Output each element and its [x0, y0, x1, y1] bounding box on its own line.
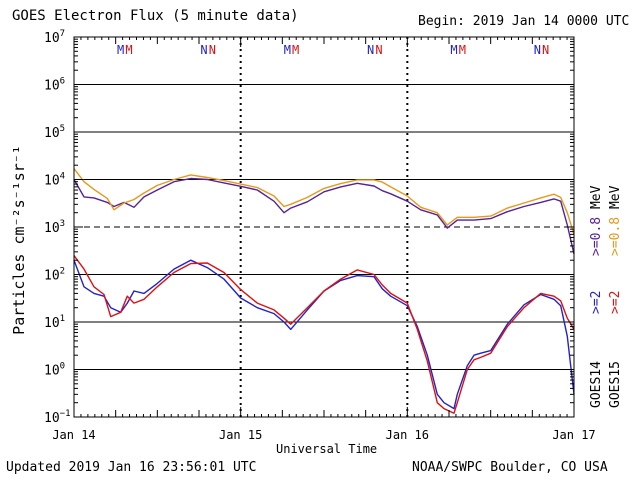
event-marker-n: N	[542, 43, 549, 57]
legend-goes15-2mev: >=2	[608, 291, 623, 314]
event-marker-m: M	[284, 43, 291, 57]
chart-title: GOES Electron Flux (5 minute data)	[12, 8, 299, 24]
y-axis-label: Particles cm⁻²s⁻¹sr⁻¹	[10, 145, 28, 335]
source-credit: NOAA/SWPC Boulder, CO USA	[412, 460, 608, 475]
series-goes14-0p8mev-line	[73, 177, 575, 255]
event-marker-m: M	[450, 43, 457, 57]
x-tick-label: Jan 14	[52, 428, 95, 442]
x-tick-label: Jan 17	[552, 428, 595, 442]
event-marker-m: M	[459, 43, 466, 57]
event-marker-m: M	[117, 43, 124, 57]
event-marker-n: N	[534, 43, 541, 57]
legend-goes14-0p8mev: >=0.8 MeV	[589, 185, 604, 256]
event-marker-m: M	[292, 43, 299, 57]
legend-goes14: GOES14	[589, 361, 604, 408]
legend-goes14-2mev: >=2	[589, 291, 604, 314]
event-marker-n: N	[200, 43, 207, 57]
legend-goes15-0p8mev: >=0.8 MeV	[608, 185, 623, 256]
y-tick-label: 10−1	[44, 409, 71, 426]
decade-gridlines	[74, 84, 574, 370]
updated-timestamp: Updated 2019 Jan 16 23:56:01 UTC	[6, 460, 257, 475]
event-marker-n: N	[375, 43, 382, 57]
y-tick-label: 100	[44, 362, 65, 379]
x-axis-label: Universal Time	[276, 442, 378, 456]
y-tick-label: 106	[44, 77, 65, 94]
event-marker-n: N	[209, 43, 216, 57]
y-tick-label: 102	[44, 267, 65, 284]
x-tick-label: Jan 16	[386, 428, 429, 442]
x-tick-label: Jan 15	[219, 428, 262, 442]
y-tick-label: 107	[44, 29, 65, 46]
y-tick-label: 104	[44, 172, 65, 189]
begin-time: Begin: 2019 Jan 14 0000 UTC	[418, 14, 630, 29]
series-goes15-0p8mev-line	[73, 168, 575, 235]
series-goes14-2mev-line	[73, 259, 575, 410]
y-tick-label: 101	[44, 314, 65, 331]
x-axis-ticks: Jan 14 Jan 15 Jan 16 Jan 17	[52, 37, 596, 442]
event-marker-m: M	[125, 43, 132, 57]
legend: GOES14 GOES15 >=2 >=2 >=0.8 MeV >=0.8 MeV	[589, 185, 623, 408]
legend-goes15: GOES15	[608, 361, 623, 408]
y-tick-label: 105	[44, 124, 65, 141]
y-tick-label: 103	[44, 219, 65, 236]
event-marker-n: N	[367, 43, 374, 57]
series-goes15-2mev-line	[73, 255, 575, 414]
data-series	[73, 168, 575, 414]
